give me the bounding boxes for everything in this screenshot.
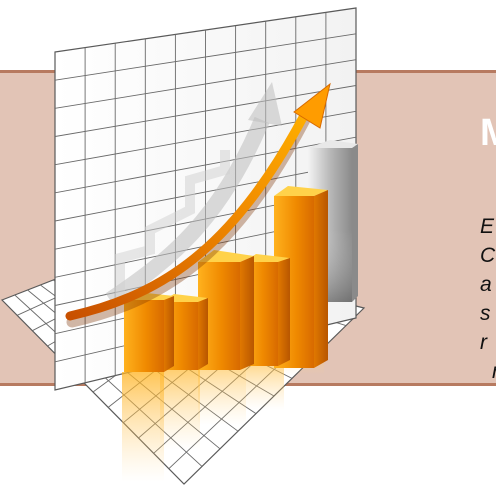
body-line-6: r: [480, 357, 496, 386]
body-line-2: C: [480, 244, 496, 267]
slide-body-text: E C a s r r: [480, 212, 496, 386]
body-line-5: r: [480, 331, 487, 354]
body-line-3: a: [480, 273, 492, 296]
body-line-1: E: [480, 215, 495, 238]
body-line-4: s: [480, 302, 491, 325]
slide-title: M: [480, 112, 496, 154]
growth-arrow: [65, 82, 331, 328]
